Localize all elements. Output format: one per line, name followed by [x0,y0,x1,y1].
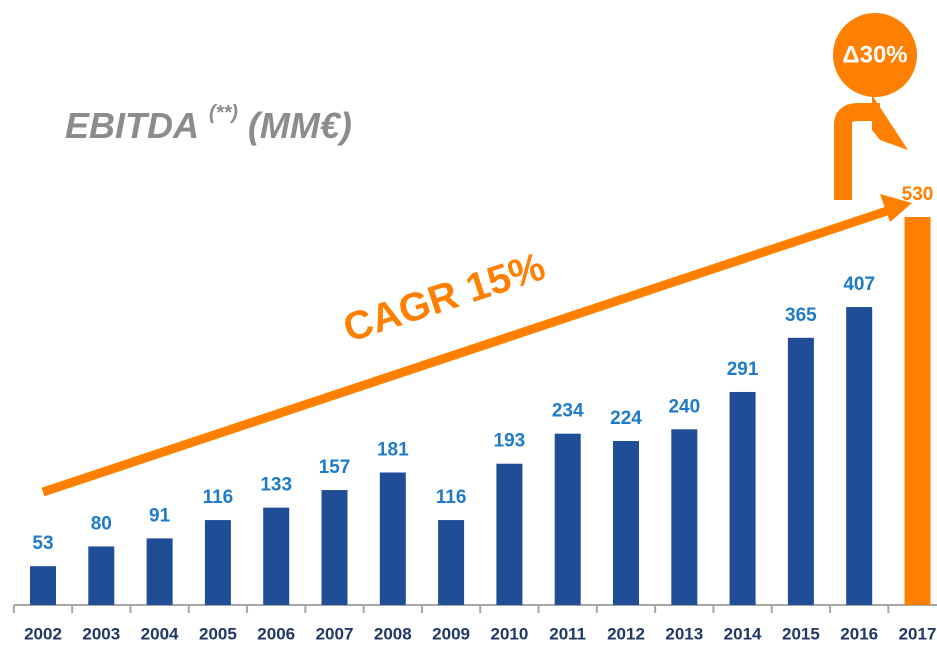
bar [671,429,698,605]
value-label: 234 [552,401,584,422]
delta-arrow [834,103,880,200]
x-tick-label: 2010 [490,624,528,643]
x-tick-label: 2011 [549,624,586,643]
bar [729,391,756,605]
value-label: 157 [319,457,351,478]
x-tick-label: 2016 [840,624,878,643]
value-label: 240 [668,396,700,417]
x-tick-label: 2005 [199,624,237,643]
bar [321,490,348,605]
delta-label: Δ30% [842,41,907,68]
x-tick-label: 2006 [257,624,295,643]
value-label: 181 [377,440,409,461]
bar [613,441,639,605]
title-superscript: (**) [209,102,238,124]
value-label: 530 [902,184,934,205]
x-tick-label: 2015 [782,624,820,643]
title-unit: (MM€) [248,105,352,146]
bar [88,546,115,605]
cagr-arrow-line [41,205,892,497]
bar [146,538,173,605]
bar [554,433,581,605]
bar [263,507,290,605]
delta-arrow-head [872,95,908,150]
x-tick-label: 2008 [374,624,412,643]
x-tick-label: 2003 [82,624,120,643]
delta-badge [833,13,917,97]
title-main: EBITDA [65,105,199,146]
x-tick-label: 2007 [316,624,354,643]
value-label: 53 [32,533,53,554]
bar [379,472,406,605]
bar [846,307,873,605]
bar [438,520,465,605]
x-tick-label: 2013 [665,624,703,643]
x-tick-label: 2009 [432,624,470,643]
x-tick-label: 2012 [607,624,645,643]
value-label: 291 [727,359,759,380]
cagr-arrow-head [880,194,912,222]
x-tick-label: 2002 [24,624,62,643]
value-label: 365 [785,305,817,326]
x-tick-label: 2014 [724,624,762,643]
bar [787,337,814,605]
x-tick-label: 2017 [899,624,937,643]
value-label: 80 [91,513,112,534]
value-label: 407 [843,274,875,295]
value-label: 116 [436,487,467,508]
bar [904,217,931,605]
bar [204,520,231,605]
value-label: 116 [203,487,234,508]
value-label: 133 [260,475,292,496]
x-tick-label: 2004 [141,624,179,643]
bar [496,463,523,605]
bar [30,566,56,605]
value-label: 224 [610,408,642,429]
chart-title: EBITDA (**) (MM€) [65,102,352,145]
value-label: 91 [149,505,171,526]
value-label: 193 [494,431,526,452]
